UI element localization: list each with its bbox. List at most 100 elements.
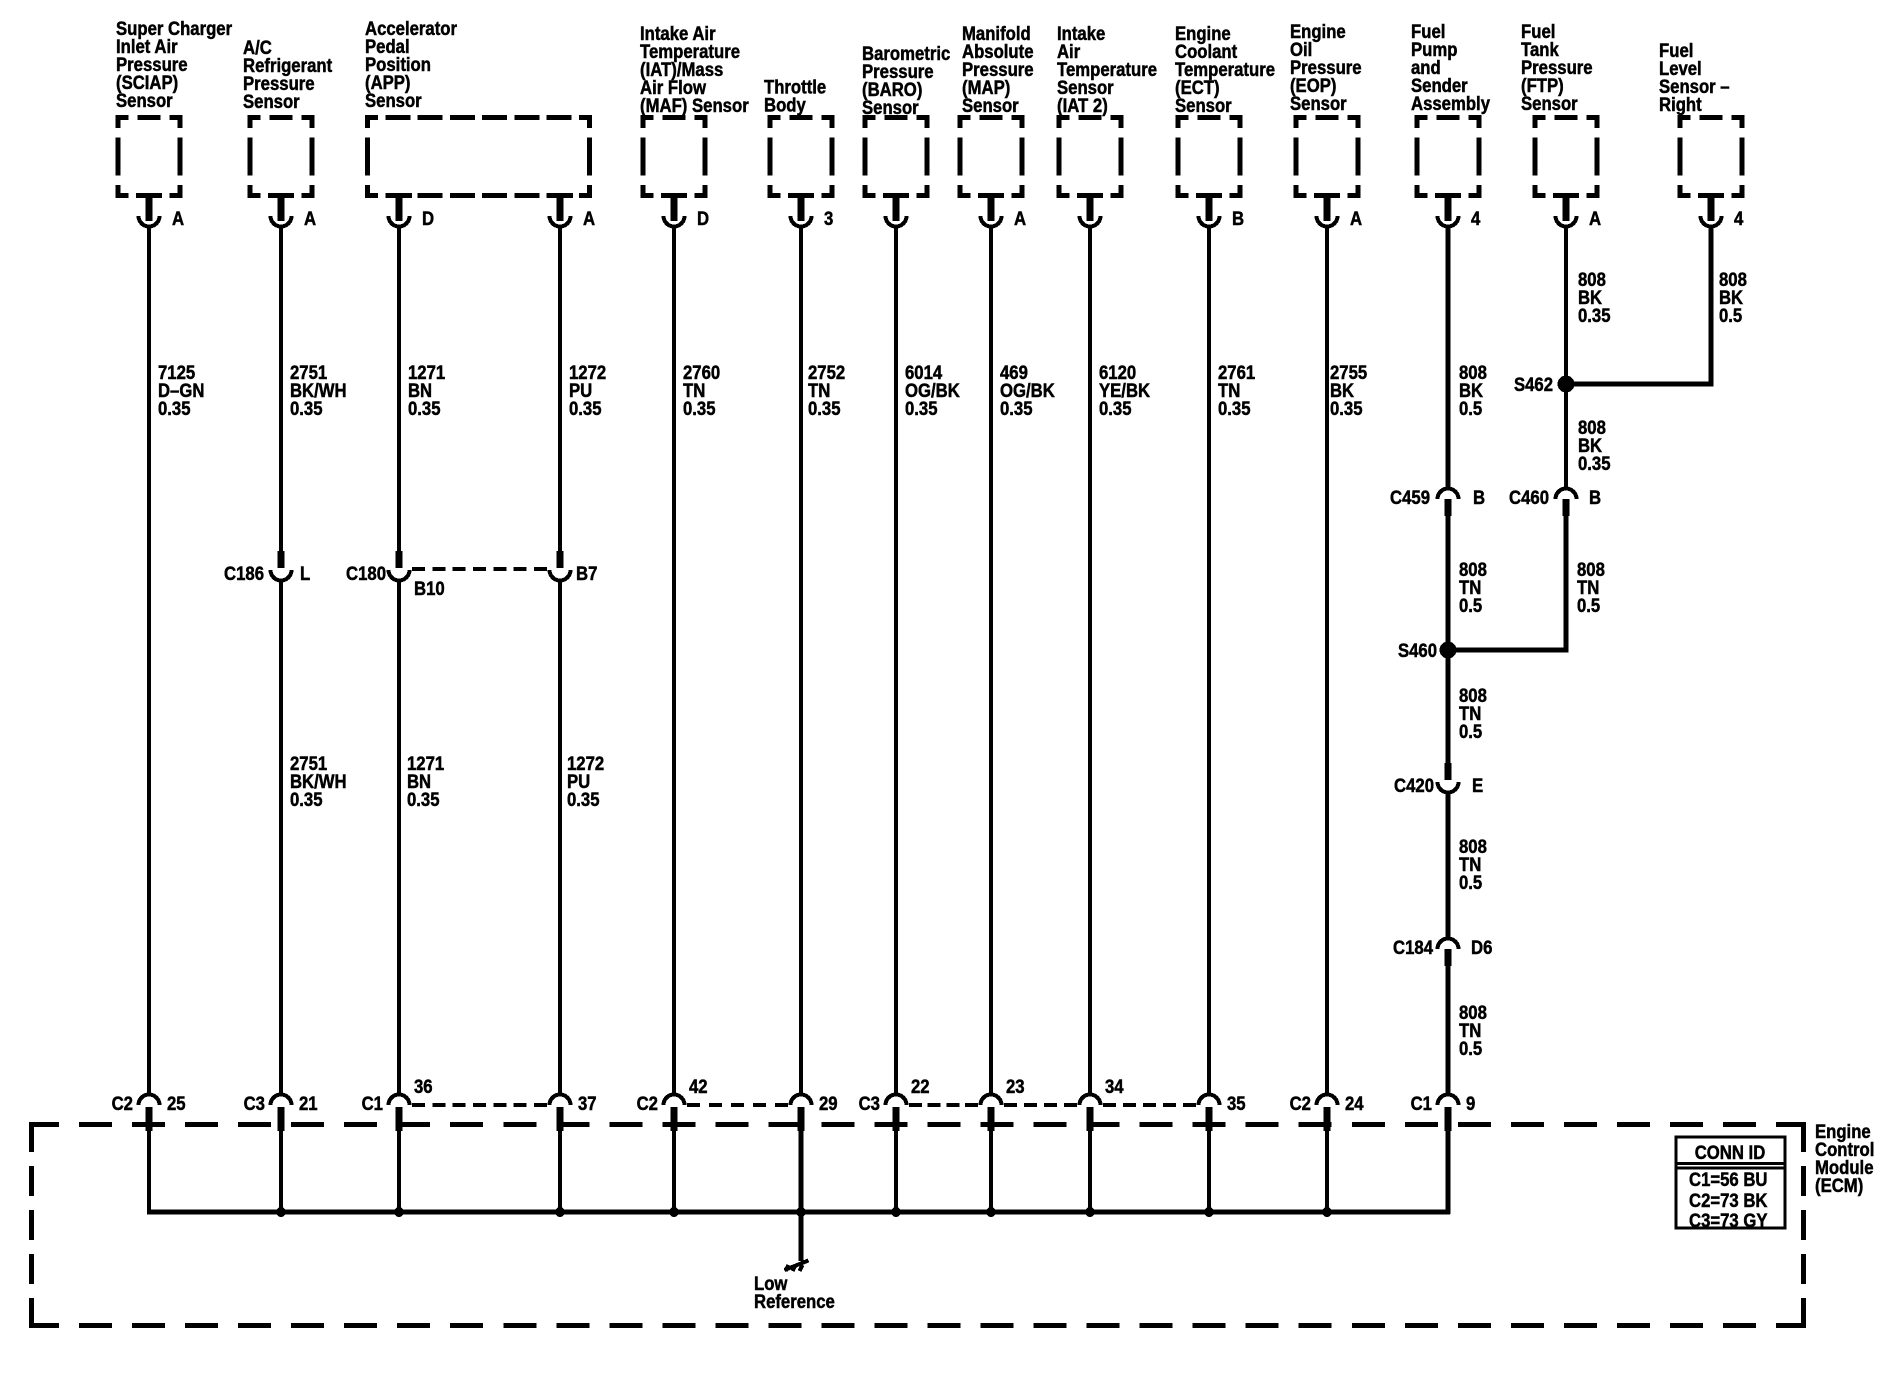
svg-text:37: 37: [578, 1094, 597, 1115]
svg-text:808: 808: [1459, 1003, 1487, 1024]
svg-text:3: 3: [824, 209, 833, 230]
svg-text:808: 808: [1578, 270, 1606, 291]
svg-text:YE/BK: YE/BK: [1099, 381, 1150, 402]
svg-text:24: 24: [1345, 1094, 1364, 1115]
svg-text:(MAF) Sensor: (MAF) Sensor: [640, 96, 749, 117]
svg-text:C184: C184: [1393, 938, 1433, 959]
svg-text:0.5: 0.5: [1459, 1039, 1483, 1060]
svg-text:2752: 2752: [808, 363, 845, 384]
svg-text:Fuel: Fuel: [1411, 22, 1445, 43]
svg-text:TN: TN: [1577, 578, 1599, 599]
svg-text:1272: 1272: [567, 754, 604, 775]
svg-text:Pressure: Pressure: [962, 60, 1034, 81]
svg-text:Temperature: Temperature: [1057, 60, 1157, 81]
svg-text:BK: BK: [1330, 381, 1354, 402]
svg-text:L: L: [300, 564, 311, 585]
svg-text:Pump: Pump: [1411, 40, 1457, 61]
svg-text:25: 25: [167, 1094, 186, 1115]
svg-text:C1=56 BU: C1=56 BU: [1689, 1170, 1768, 1191]
svg-text:TN: TN: [1459, 1021, 1481, 1042]
svg-text:TN: TN: [1459, 704, 1481, 725]
svg-text:(ECT): (ECT): [1175, 78, 1220, 99]
svg-text:C186: C186: [224, 564, 264, 585]
svg-text:Fuel: Fuel: [1521, 22, 1555, 43]
svg-text:Pressure: Pressure: [1521, 58, 1593, 79]
svg-text:Body: Body: [764, 96, 806, 117]
svg-text:1271: 1271: [407, 754, 445, 775]
svg-text:PU: PU: [569, 381, 592, 402]
svg-text:808: 808: [1459, 686, 1487, 707]
svg-text:34: 34: [1105, 1077, 1124, 1098]
svg-text:1272: 1272: [569, 363, 606, 384]
svg-text:469: 469: [1000, 363, 1028, 384]
svg-text:Pressure: Pressure: [116, 55, 188, 76]
svg-text:Coolant: Coolant: [1175, 42, 1238, 63]
svg-text:(SCIAP): (SCIAP): [116, 73, 178, 94]
svg-text:0.35: 0.35: [905, 399, 938, 420]
svg-text:C2: C2: [637, 1094, 658, 1115]
svg-text:0.5: 0.5: [1719, 306, 1743, 327]
svg-text:0.5: 0.5: [1459, 873, 1483, 894]
svg-text:BK/WH: BK/WH: [290, 381, 347, 402]
svg-text:808: 808: [1459, 837, 1487, 858]
svg-text:C2: C2: [1290, 1094, 1311, 1115]
svg-text:23: 23: [1006, 1077, 1025, 1098]
svg-text:9: 9: [1466, 1094, 1475, 1115]
svg-text:2751: 2751: [290, 363, 328, 384]
svg-text:TN: TN: [808, 381, 830, 402]
svg-text:4: 4: [1471, 209, 1481, 230]
svg-text:Sensor: Sensor: [1521, 94, 1578, 115]
svg-text:Oil: Oil: [1290, 40, 1312, 61]
svg-text:Absolute: Absolute: [962, 42, 1034, 63]
svg-text:Pedal: Pedal: [365, 37, 410, 58]
svg-text:A: A: [304, 209, 316, 230]
svg-text:C3: C3: [859, 1094, 880, 1115]
svg-text:Super Charger: Super Charger: [116, 19, 233, 40]
svg-text:Level: Level: [1659, 59, 1702, 80]
svg-text:6014: 6014: [905, 363, 943, 384]
svg-text:4: 4: [1734, 209, 1744, 230]
svg-text:C3=73 GY: C3=73 GY: [1689, 1211, 1768, 1232]
svg-text:0.35: 0.35: [808, 399, 841, 420]
svg-text:Reference: Reference: [754, 1292, 835, 1313]
svg-text:0.35: 0.35: [569, 399, 602, 420]
svg-text:A/C: A/C: [243, 38, 272, 59]
svg-text:Intake: Intake: [1057, 24, 1105, 45]
svg-text:1271: 1271: [408, 363, 446, 384]
svg-text:Sensor: Sensor: [862, 98, 919, 119]
svg-text:Tank: Tank: [1521, 40, 1559, 61]
svg-text:808: 808: [1719, 270, 1747, 291]
svg-text:808: 808: [1459, 560, 1487, 581]
svg-text:(BARO): (BARO): [862, 80, 922, 101]
svg-text:Sensor: Sensor: [116, 91, 173, 112]
svg-text:BN: BN: [408, 381, 432, 402]
svg-text:Sensor –: Sensor –: [1659, 77, 1730, 98]
svg-text:C2=73 BK: C2=73 BK: [1689, 1191, 1768, 1212]
svg-text:Right: Right: [1659, 95, 1702, 116]
svg-text:Sensor: Sensor: [962, 96, 1019, 117]
svg-text:7125: 7125: [158, 363, 196, 384]
svg-text:2761: 2761: [1218, 363, 1256, 384]
svg-text:Intake Air: Intake Air: [640, 24, 716, 45]
svg-text:TN: TN: [1459, 855, 1481, 876]
svg-text:A: A: [1589, 209, 1601, 230]
svg-text:0.35: 0.35: [1578, 306, 1611, 327]
svg-text:42: 42: [689, 1077, 708, 1098]
svg-text:B7: B7: [576, 564, 597, 585]
svg-text:Throttle: Throttle: [764, 78, 826, 99]
svg-text:Temperature: Temperature: [640, 42, 740, 63]
svg-text:21: 21: [299, 1094, 318, 1115]
svg-text:2760: 2760: [683, 363, 720, 384]
svg-text:(ECM): (ECM): [1815, 1176, 1863, 1197]
svg-text:BK: BK: [1578, 436, 1602, 457]
svg-text:TN: TN: [1218, 381, 1240, 402]
svg-text:BK: BK: [1719, 288, 1743, 309]
svg-text:A: A: [1014, 209, 1026, 230]
svg-text:Inlet Air: Inlet Air: [116, 37, 178, 58]
svg-text:Accelerator: Accelerator: [365, 19, 458, 40]
svg-text:0.35: 0.35: [1218, 399, 1251, 420]
svg-text:Air: Air: [1057, 42, 1081, 63]
svg-text:Refrigerant: Refrigerant: [243, 56, 333, 77]
svg-text:D: D: [697, 209, 709, 230]
svg-text:C460: C460: [1509, 488, 1549, 509]
